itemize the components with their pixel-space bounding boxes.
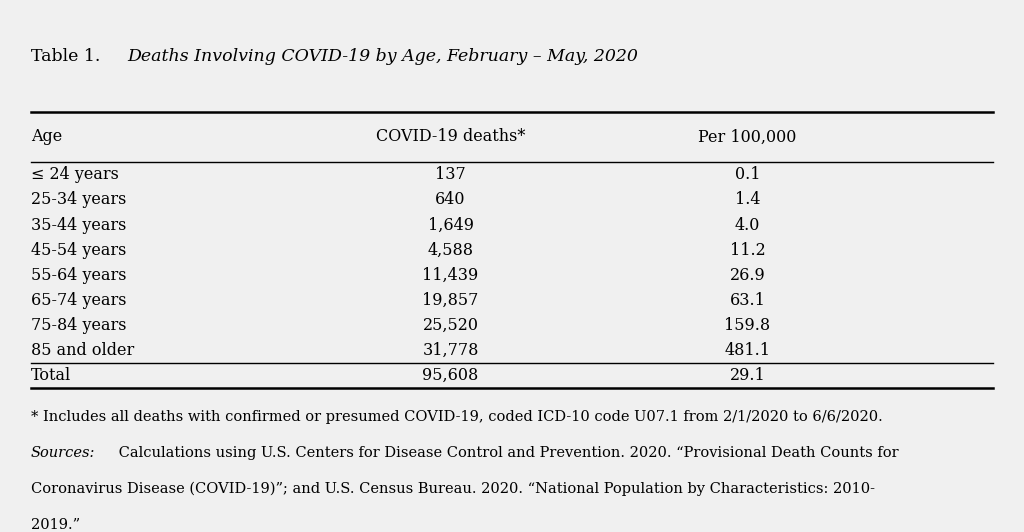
Text: ≤ 24 years: ≤ 24 years [31, 167, 119, 184]
Text: Per 100,000: Per 100,000 [698, 129, 797, 145]
Text: 95,608: 95,608 [423, 367, 478, 384]
Text: 2019.”: 2019.” [31, 518, 80, 532]
Text: 137: 137 [435, 167, 466, 184]
Text: Total: Total [31, 367, 71, 384]
Text: 481.1: 481.1 [725, 342, 770, 359]
Text: 31,778: 31,778 [422, 342, 479, 359]
Text: 0.1: 0.1 [735, 167, 760, 184]
Text: 1,649: 1,649 [428, 217, 473, 234]
Text: 65-74 years: 65-74 years [31, 292, 126, 309]
Text: 55-64 years: 55-64 years [31, 267, 126, 284]
Text: 35-44 years: 35-44 years [31, 217, 126, 234]
Text: COVID-19 deaths*: COVID-19 deaths* [376, 129, 525, 145]
Text: 11.2: 11.2 [730, 242, 765, 259]
Text: Deaths Involving COVID-19 by Age, February – May, 2020: Deaths Involving COVID-19 by Age, Februa… [127, 48, 638, 65]
Text: 85 and older: 85 and older [31, 342, 134, 359]
Text: 63.1: 63.1 [729, 292, 766, 309]
Text: 26.9: 26.9 [730, 267, 765, 284]
Text: 1.4: 1.4 [735, 192, 760, 209]
Text: Calculations using U.S. Centers for Disease Control and Prevention. 2020. “Provi: Calculations using U.S. Centers for Dise… [114, 446, 898, 460]
Text: 25,520: 25,520 [423, 317, 478, 334]
Text: 25-34 years: 25-34 years [31, 192, 126, 209]
Text: 4,588: 4,588 [428, 242, 473, 259]
Text: 29.1: 29.1 [730, 367, 765, 384]
Text: * Includes all deaths with confirmed or presumed COVID-19, coded ICD-10 code U07: * Includes all deaths with confirmed or … [31, 410, 883, 423]
Text: 159.8: 159.8 [724, 317, 771, 334]
Text: 11,439: 11,439 [423, 267, 478, 284]
Text: 640: 640 [435, 192, 466, 209]
Text: 19,857: 19,857 [422, 292, 479, 309]
Text: 4.0: 4.0 [735, 217, 760, 234]
Text: Sources:: Sources: [31, 446, 95, 460]
Text: 45-54 years: 45-54 years [31, 242, 126, 259]
Text: Age: Age [31, 129, 62, 145]
Text: Coronavirus Disease (COVID-19)”; and U.S. Census Bureau. 2020. “National Populat: Coronavirus Disease (COVID-19)”; and U.S… [31, 482, 874, 496]
Text: Table 1.: Table 1. [31, 48, 105, 65]
Text: 75-84 years: 75-84 years [31, 317, 126, 334]
